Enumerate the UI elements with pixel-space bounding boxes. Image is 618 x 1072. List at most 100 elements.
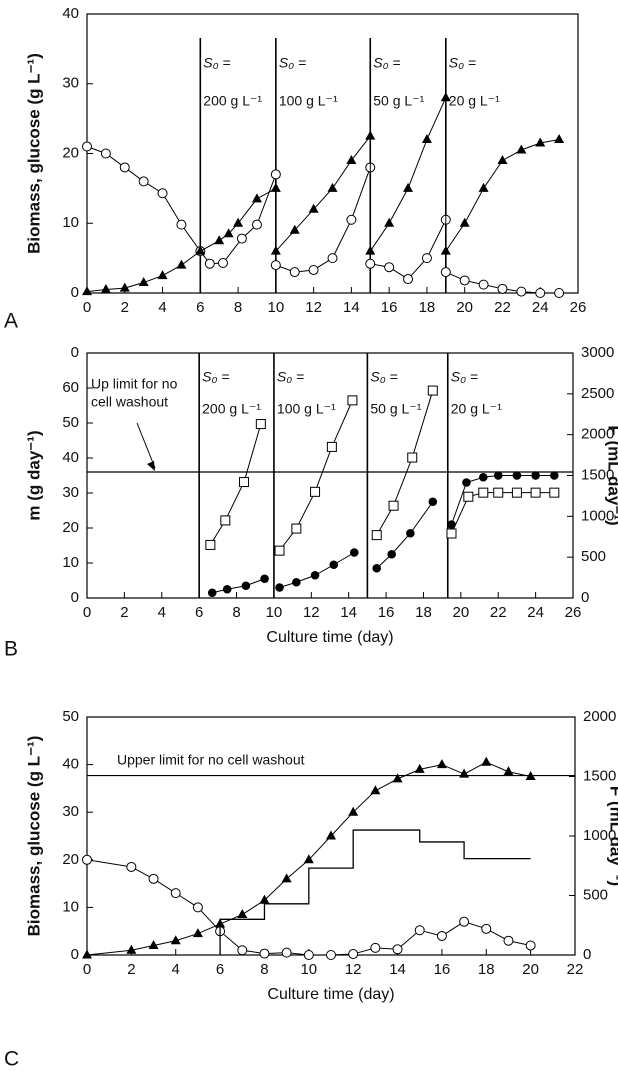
- y-tick-label: 20: [62, 851, 79, 868]
- triangle-marker: [370, 785, 381, 795]
- x-tick-label: 12: [303, 604, 320, 621]
- x-tick-label: 6: [196, 299, 204, 316]
- circle-marker: [436, 930, 447, 941]
- y2-tick-label: 0: [583, 946, 591, 963]
- circle-marker: [237, 945, 248, 956]
- triangle-marker: [126, 944, 137, 954]
- series-line: [209, 423, 262, 546]
- circle-marker: [370, 942, 381, 953]
- x-tick-label: 26: [565, 604, 582, 621]
- x-tick-label: 16: [378, 604, 395, 621]
- dot-marker: [493, 471, 503, 480]
- triangle-marker: [384, 217, 395, 227]
- circle-marker: [365, 258, 376, 269]
- regime-label: 200 g L⁻¹: [203, 93, 262, 109]
- dot-marker: [241, 581, 251, 591]
- dot-marker: [260, 574, 269, 584]
- triangle-marker: [289, 224, 300, 234]
- x-tick-label: 2: [127, 961, 135, 978]
- circle-marker: [327, 253, 338, 264]
- dot-marker: [462, 478, 471, 487]
- y2-tick-label: 1500: [581, 466, 614, 483]
- y-tick-label: 60: [62, 379, 79, 396]
- x-tick-label: 22: [567, 961, 584, 978]
- triangle-marker: [365, 130, 376, 140]
- x-tick-label: 16: [434, 961, 451, 978]
- triangle-marker: [440, 245, 451, 255]
- x-tick-label: 6: [216, 961, 224, 978]
- plot-frame: [86, 13, 579, 294]
- circle-marker: [478, 279, 489, 290]
- y2-tick-label: 0: [581, 589, 589, 606]
- circle-marker: [459, 916, 470, 927]
- triangle-marker: [192, 928, 203, 938]
- circle-marker: [535, 288, 546, 298]
- regime-label: 20 g L⁻¹: [449, 93, 500, 109]
- panel-label: C: [4, 1048, 19, 1071]
- triangle-marker: [346, 154, 357, 164]
- square-marker: [446, 528, 457, 539]
- square-marker: [205, 539, 216, 550]
- circle-marker: [176, 219, 187, 230]
- y-tick-label: 0: [71, 284, 79, 301]
- y-tick-label: 40: [62, 756, 79, 773]
- triangle-marker: [119, 282, 130, 292]
- triangle-marker: [170, 935, 181, 945]
- dot-marker: [387, 549, 396, 559]
- x-tick-label: 18: [415, 604, 432, 621]
- limit-label: Upper limit for no cell washout: [117, 751, 305, 767]
- dot-marker: [329, 560, 339, 570]
- triangle-marker: [516, 144, 527, 154]
- x-tick-label: 4: [158, 604, 166, 621]
- square-marker: [255, 419, 266, 430]
- triangle-marker: [251, 193, 262, 203]
- square-marker: [347, 395, 358, 406]
- y2-tick-label: 500: [581, 548, 606, 565]
- circle-marker: [440, 267, 451, 278]
- regime-label: 20 g L⁻¹: [451, 401, 502, 417]
- triangle-marker: [223, 228, 234, 238]
- y2-axis-title: F (mL day⁻¹): [607, 786, 618, 886]
- triangle-marker: [148, 939, 159, 949]
- circle-marker: [346, 214, 357, 225]
- square-marker: [549, 487, 560, 498]
- circle-marker: [126, 861, 137, 872]
- y-tick-label: 40: [62, 449, 79, 466]
- circle-marker: [481, 923, 492, 934]
- x-tick-label: 16: [381, 299, 398, 316]
- triangle-marker: [459, 768, 470, 778]
- regime-label: 200 g L⁻¹: [202, 401, 261, 417]
- series-line: [212, 578, 265, 594]
- triangle-marker: [237, 909, 248, 919]
- triangle-marker: [281, 873, 292, 883]
- y2-tick-label: 500: [583, 886, 608, 903]
- x-tick-label: 10: [268, 299, 285, 316]
- series-line: [376, 390, 434, 536]
- x-tick-label: 4: [158, 299, 166, 316]
- triangle-marker: [436, 759, 447, 769]
- x-tick-label: 10: [300, 961, 317, 978]
- x-axis-title: Culture time (day): [266, 629, 393, 646]
- circle-marker: [421, 253, 432, 264]
- x-tick-label: 10: [266, 604, 283, 621]
- x-tick-label: 14: [343, 299, 360, 316]
- square-marker: [274, 545, 285, 556]
- y-axis-title: m (g day⁻¹): [24, 430, 43, 520]
- x-tick-label: 14: [340, 604, 357, 621]
- dot-marker: [372, 563, 382, 573]
- circle-marker: [192, 902, 203, 913]
- triangle-marker: [233, 217, 244, 227]
- circle-marker: [82, 141, 92, 152]
- triangle-marker: [303, 854, 314, 864]
- triangle-marker: [327, 182, 338, 192]
- y-tick-label: 30: [62, 484, 79, 501]
- x-tick-label: 20: [453, 604, 470, 621]
- regime-label: 100 g L⁻¹: [279, 93, 338, 109]
- y-tick-label: 10: [62, 214, 79, 231]
- limit-label: cell washout: [91, 394, 168, 410]
- dot-marker: [406, 528, 415, 538]
- square-marker: [493, 487, 504, 498]
- dot-marker: [478, 472, 488, 482]
- triangle-marker: [525, 771, 536, 780]
- triangle-marker: [348, 806, 359, 816]
